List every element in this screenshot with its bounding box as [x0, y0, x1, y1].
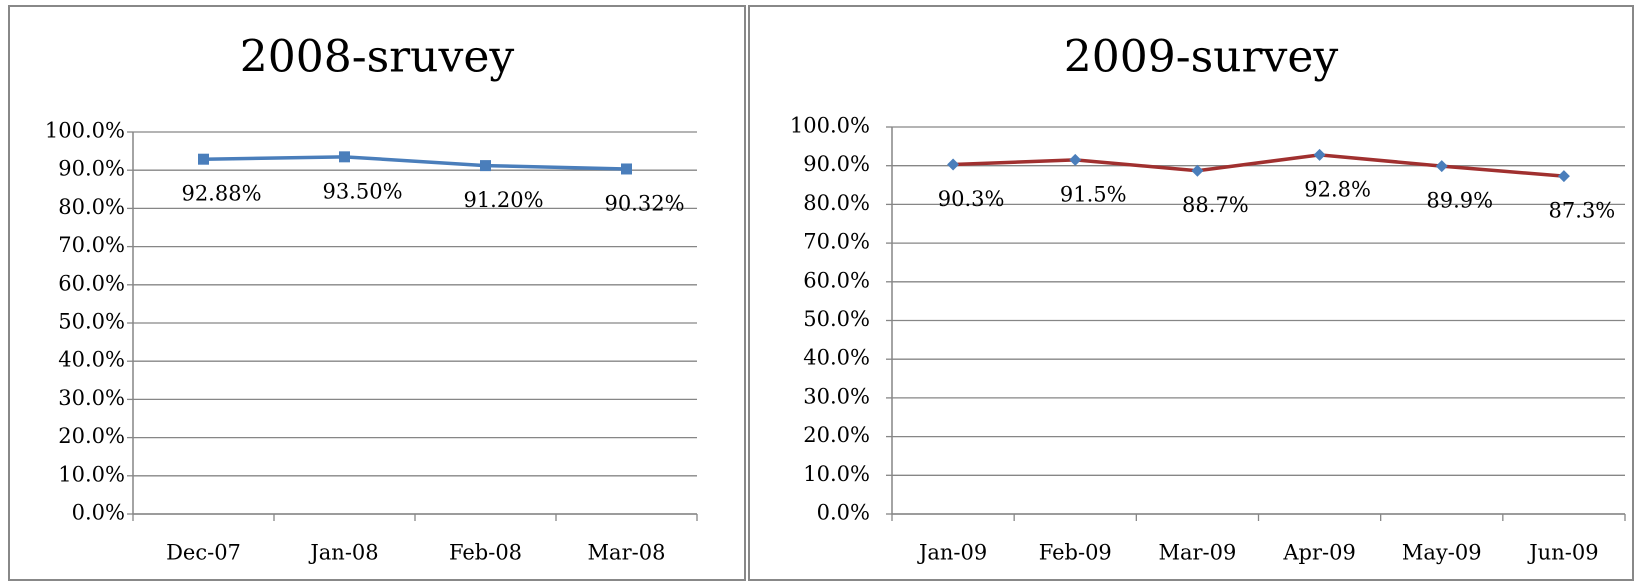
x-tick-label: Jun-09	[1527, 541, 1598, 565]
marker	[621, 163, 632, 175]
x-tick-label: Mar-09	[1158, 541, 1236, 565]
x-tick-label: Jan-09	[917, 541, 987, 565]
series-line	[203, 155, 627, 171]
y-tick-label: 10.0%	[58, 462, 125, 486]
data-label: 90.3%	[938, 187, 1005, 211]
data-label: 92.8%	[1304, 177, 1371, 201]
data-label: 90.32%	[604, 191, 684, 215]
y-tick-label: 100.0%	[45, 119, 125, 143]
x-tick-label: Jan-08	[308, 541, 378, 565]
y-tick-label: 0.0%	[817, 501, 870, 525]
marker	[1557, 170, 1570, 183]
series-line	[953, 153, 1565, 178]
x-tick-label: Dec-07	[166, 541, 241, 565]
chart-title: 2009-survey	[1064, 32, 1339, 83]
data-label: 88.7%	[1182, 193, 1249, 217]
marker	[480, 160, 491, 172]
x-tick-label: Mar-08	[588, 541, 666, 565]
x-tick-label: Apr-09	[1282, 541, 1355, 565]
y-tick-label: 10.0%	[803, 462, 870, 486]
data-label: 92.88%	[181, 182, 261, 206]
data-label: 87.3%	[1549, 199, 1616, 223]
marker	[1069, 153, 1082, 166]
y-tick-label: 60.0%	[58, 271, 125, 295]
marker	[947, 158, 960, 171]
y-tick-label: 20.0%	[803, 423, 870, 447]
y-tick-label: 100.0%	[790, 114, 870, 138]
y-tick-label: 40.0%	[58, 348, 125, 372]
y-tick-label: 50.0%	[803, 307, 870, 331]
x-tick-label: May-09	[1402, 541, 1482, 565]
y-tick-label: 60.0%	[803, 268, 870, 292]
y-tick-label: 0.0%	[72, 501, 125, 525]
y-tick-label: 30.0%	[803, 384, 870, 408]
y-tick-label: 70.0%	[803, 230, 870, 254]
data-label: 89.9%	[1426, 189, 1493, 213]
marker	[1435, 160, 1448, 173]
y-tick-label: 90.0%	[58, 157, 125, 181]
y-tick-label: 30.0%	[58, 386, 125, 410]
marker	[198, 153, 209, 165]
data-label: 91.5%	[1060, 182, 1127, 206]
data-label: 93.50%	[322, 179, 402, 203]
marker	[1191, 164, 1204, 177]
x-tick-label: Feb-09	[1039, 541, 1112, 565]
y-tick-label: 80.0%	[58, 195, 125, 219]
chart-panel	[8, 5, 746, 581]
y-tick-label: 90.0%	[803, 152, 870, 176]
y-tick-label: 40.0%	[803, 346, 870, 370]
x-tick-label: Feb-08	[449, 541, 522, 565]
y-tick-label: 80.0%	[803, 191, 870, 215]
data-label: 91.20%	[463, 188, 543, 212]
chart-title: 2008-sruvey	[240, 32, 515, 83]
y-tick-label: 70.0%	[58, 233, 125, 257]
y-tick-label: 50.0%	[58, 310, 125, 334]
chart-panel	[748, 5, 1634, 581]
marker	[339, 151, 350, 163]
marker	[1313, 148, 1326, 161]
y-tick-label: 20.0%	[58, 424, 125, 448]
